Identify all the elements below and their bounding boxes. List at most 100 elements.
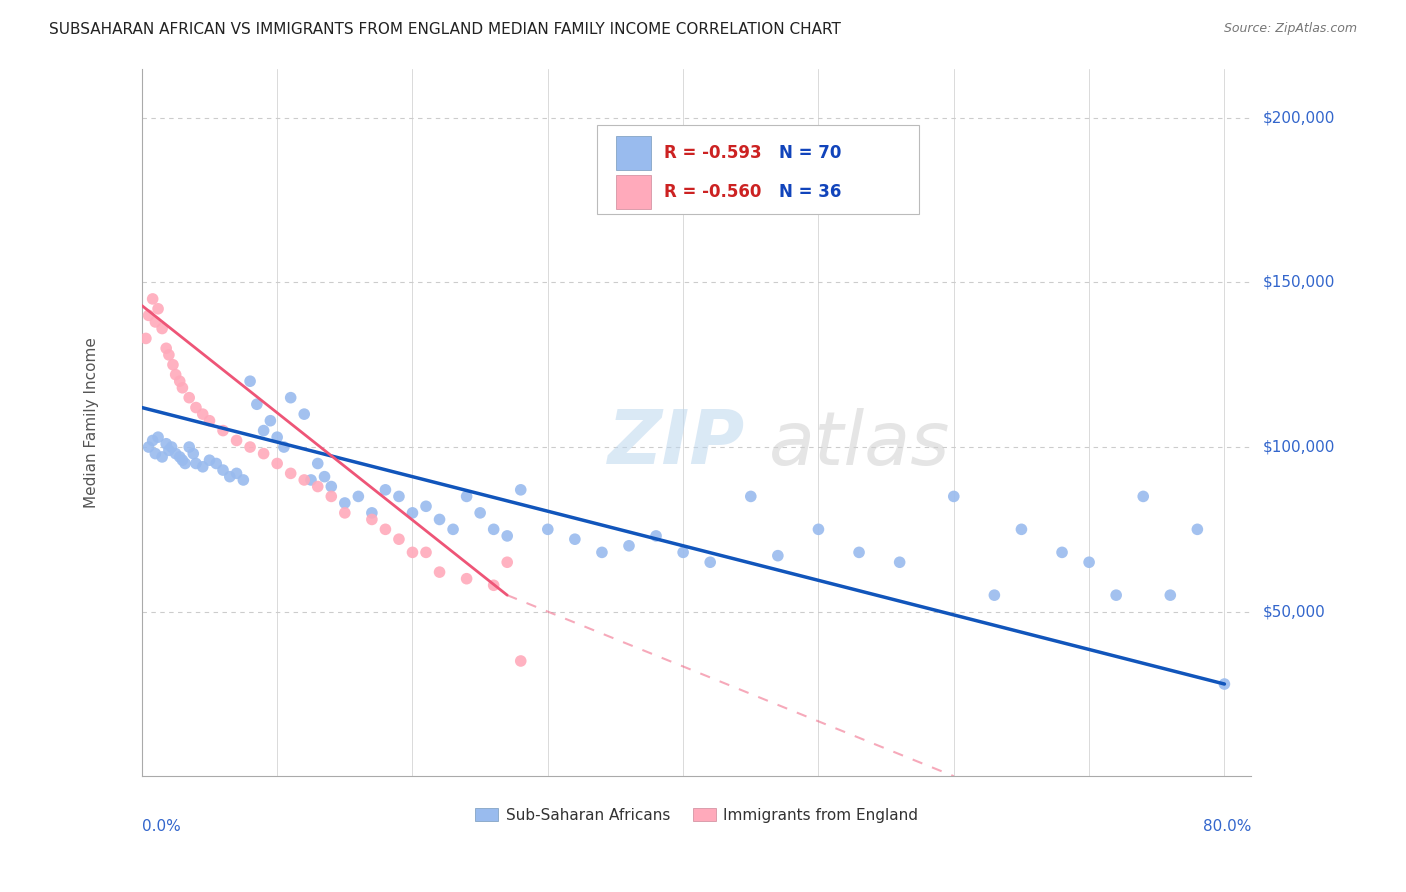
Point: [181, 447, 204, 461]
Point: [239, 374, 262, 388]
Point: [848, 545, 870, 559]
Point: [429, 512, 451, 526]
Point: [273, 440, 295, 454]
Text: R = -0.593: R = -0.593: [665, 145, 762, 162]
Point: [218, 469, 240, 483]
Point: [482, 522, 505, 536]
Point: [509, 483, 531, 497]
Point: [456, 572, 478, 586]
Point: [942, 490, 965, 504]
Point: [360, 512, 382, 526]
Point: [564, 532, 586, 546]
Point: [401, 506, 423, 520]
Text: 80.0%: 80.0%: [1204, 819, 1251, 834]
Point: [225, 434, 247, 448]
Point: [307, 479, 329, 493]
Text: $200,000: $200,000: [1263, 111, 1334, 126]
Point: [496, 555, 519, 569]
Point: [225, 467, 247, 481]
Point: [146, 301, 169, 316]
Point: [299, 473, 322, 487]
Point: [232, 473, 254, 487]
Point: [415, 500, 437, 514]
Point: [321, 479, 343, 493]
Point: [1159, 588, 1181, 602]
Point: [766, 549, 789, 563]
Point: [157, 443, 180, 458]
Point: [160, 440, 183, 454]
Text: ZIP: ZIP: [607, 407, 745, 480]
Point: [415, 545, 437, 559]
Point: [333, 506, 356, 520]
Point: [1187, 522, 1209, 536]
Point: [162, 358, 184, 372]
FancyBboxPatch shape: [596, 125, 918, 213]
Point: [150, 450, 173, 464]
Point: [259, 414, 281, 428]
Point: [135, 331, 157, 345]
Point: [347, 490, 370, 504]
Point: [468, 506, 491, 520]
Point: [172, 453, 194, 467]
Point: [198, 453, 221, 467]
Point: [374, 483, 396, 497]
Point: [212, 424, 235, 438]
Point: [145, 315, 167, 329]
Point: [266, 457, 288, 471]
Point: [138, 309, 160, 323]
Point: [672, 545, 695, 559]
Point: [807, 522, 830, 536]
Point: [145, 447, 167, 461]
Point: [983, 588, 1005, 602]
Point: [174, 457, 197, 471]
Point: [253, 447, 276, 461]
Text: atlas: atlas: [769, 408, 950, 480]
Point: [1050, 545, 1073, 559]
Text: 0.0%: 0.0%: [142, 819, 180, 834]
Point: [321, 490, 343, 504]
Point: [429, 565, 451, 579]
Point: [1105, 588, 1128, 602]
Point: [142, 292, 165, 306]
Point: [191, 459, 214, 474]
Point: [456, 490, 478, 504]
Point: [150, 321, 173, 335]
Point: [142, 434, 165, 448]
Point: [146, 430, 169, 444]
Text: $100,000: $100,000: [1263, 440, 1334, 455]
Point: [179, 440, 201, 454]
Point: [184, 457, 207, 471]
Point: [169, 374, 191, 388]
Point: [172, 381, 194, 395]
Point: [157, 348, 180, 362]
Point: [496, 529, 519, 543]
Point: [537, 522, 560, 536]
Point: [165, 447, 187, 461]
Text: Source: ZipAtlas.com: Source: ZipAtlas.com: [1223, 22, 1357, 36]
Point: [280, 467, 302, 481]
Point: [198, 414, 221, 428]
Point: [155, 341, 177, 355]
Text: $150,000: $150,000: [1263, 275, 1334, 290]
Point: [1078, 555, 1101, 569]
Point: [591, 545, 613, 559]
Point: [205, 457, 228, 471]
Text: N = 70: N = 70: [779, 145, 841, 162]
Point: [246, 397, 269, 411]
Text: Median Family Income: Median Family Income: [84, 337, 100, 508]
Point: [165, 368, 187, 382]
Point: [441, 522, 464, 536]
Point: [280, 391, 302, 405]
Point: [292, 473, 315, 487]
Legend: Sub-Saharan Africans, Immigrants from England: Sub-Saharan Africans, Immigrants from En…: [468, 801, 925, 829]
Point: [360, 506, 382, 520]
Point: [253, 424, 276, 438]
Point: [184, 401, 207, 415]
Point: [1132, 490, 1154, 504]
Point: [699, 555, 721, 569]
Text: SUBSAHARAN AFRICAN VS IMMIGRANTS FROM ENGLAND MEDIAN FAMILY INCOME CORRELATION C: SUBSAHARAN AFRICAN VS IMMIGRANTS FROM EN…: [49, 22, 841, 37]
Point: [889, 555, 911, 569]
Point: [617, 539, 640, 553]
Point: [239, 440, 262, 454]
Text: N = 36: N = 36: [779, 183, 841, 202]
